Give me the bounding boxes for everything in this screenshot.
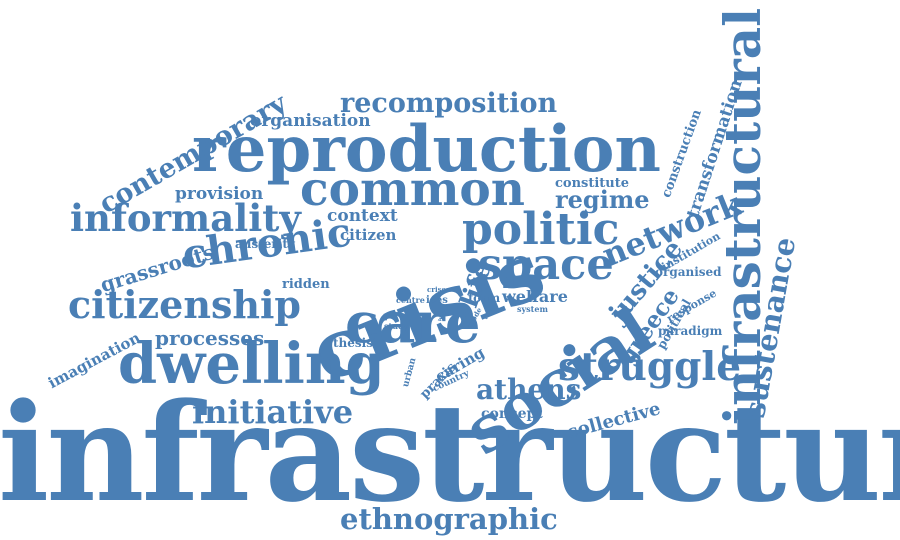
word-ridden: ridden: [282, 277, 330, 292]
word-space: space: [478, 240, 614, 290]
word-ices: ices: [426, 295, 448, 306]
word-struggle: struggle: [558, 344, 742, 390]
word-form: form: [468, 291, 501, 305]
word-politic: politic: [462, 204, 620, 255]
word-austerity: austerity: [235, 237, 295, 251]
word-common: common: [300, 162, 525, 217]
word-ethnographic: ethnographic: [340, 502, 558, 536]
word-welfare: welfare: [502, 287, 568, 306]
word-initiative: initiative: [192, 393, 354, 431]
word-organised: organised: [655, 265, 722, 279]
word-study: study: [384, 321, 409, 331]
word-processes: processes: [155, 326, 265, 350]
word-provision: provision: [175, 184, 264, 204]
word-reproduction: reproduction: [192, 112, 661, 187]
word-athens: athens: [476, 373, 582, 406]
word-citizen: citizen: [340, 226, 397, 244]
word-recomposition: recomposition: [340, 88, 558, 119]
word-regime: regime: [555, 185, 650, 214]
word-thesis: thesis: [333, 336, 373, 350]
word-paradigm: paradigm: [658, 324, 723, 338]
word-context: context: [327, 206, 398, 226]
word-constitute: constitute: [555, 176, 630, 191]
word-organisation: organisation: [250, 111, 371, 131]
word-centre: centre: [396, 295, 425, 305]
word-informality: informality: [70, 196, 301, 240]
word-dwelling: dwelling: [118, 331, 385, 397]
word-citizenship: citizenship: [68, 282, 301, 327]
word-system: system: [517, 304, 548, 314]
word-care: care: [345, 290, 481, 356]
word-concept: concept: [481, 406, 543, 422]
word-infrastructure: infrastructure: [0, 373, 900, 532]
word-crises: crises: [427, 285, 450, 294]
